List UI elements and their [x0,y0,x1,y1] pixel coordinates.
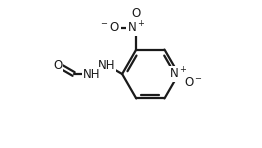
Text: O: O [54,59,63,72]
Text: NH: NH [83,67,100,81]
Text: NH: NH [98,59,116,72]
Text: N$^+$: N$^+$ [127,20,145,35]
Text: O: O [132,7,141,20]
Text: $^-$O: $^-$O [99,21,120,34]
Text: N$^+$: N$^+$ [169,66,188,82]
Text: O$^-$: O$^-$ [184,76,203,89]
